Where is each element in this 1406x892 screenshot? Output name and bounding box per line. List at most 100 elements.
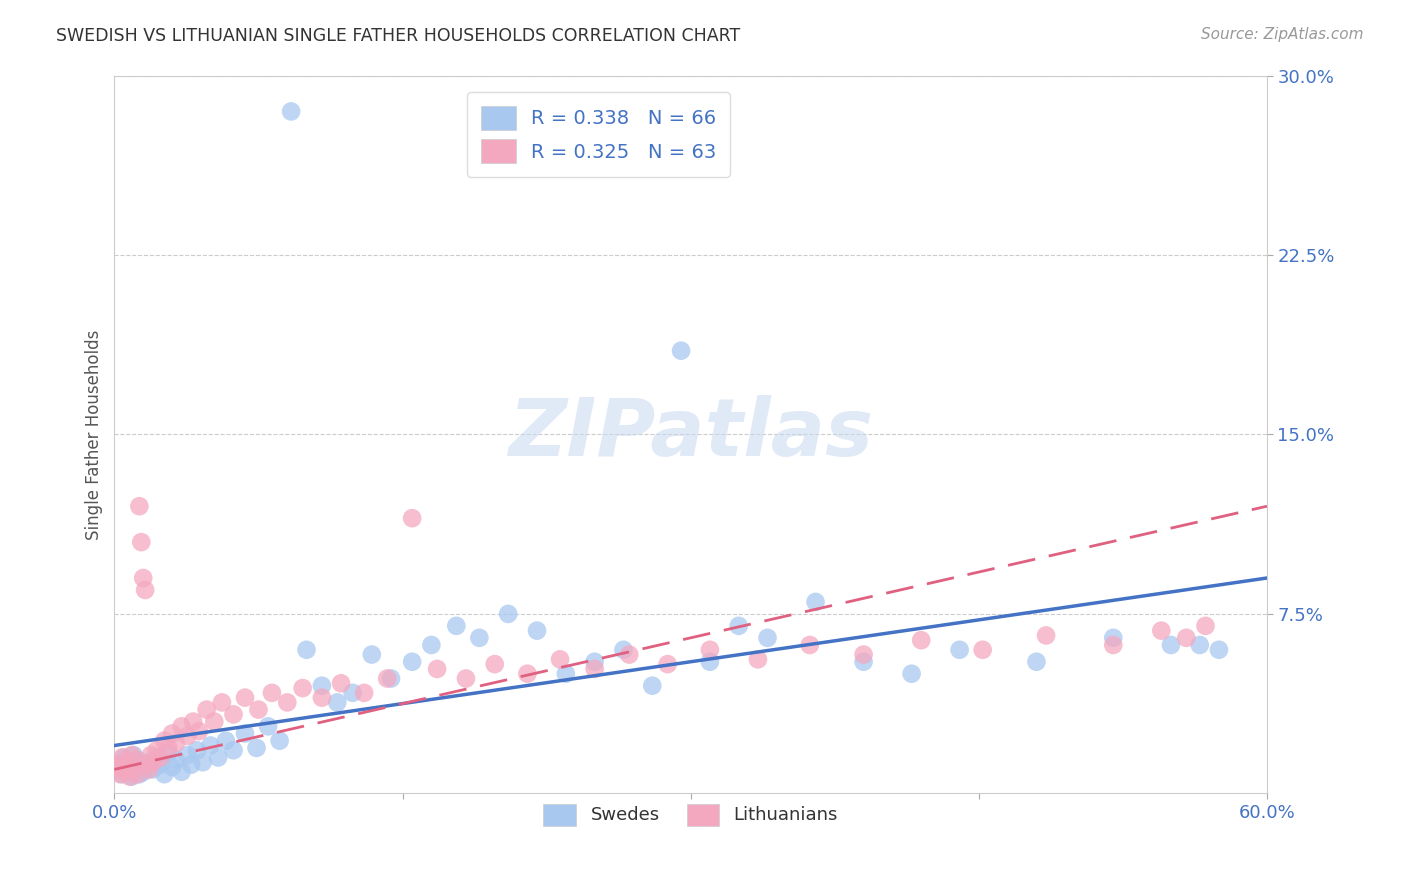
Point xyxy=(200,739,222,753)
Legend: Swedes, Lithuanians: Swedes, Lithuanians xyxy=(534,795,846,835)
Point xyxy=(583,655,606,669)
Point xyxy=(136,757,159,772)
Point xyxy=(852,648,875,662)
Point xyxy=(115,764,138,779)
Point xyxy=(145,750,167,764)
Point xyxy=(112,750,135,764)
Point xyxy=(128,767,150,781)
Point xyxy=(669,343,692,358)
Point xyxy=(1102,631,1125,645)
Point xyxy=(207,750,229,764)
Point xyxy=(157,746,180,760)
Point xyxy=(1194,619,1216,633)
Point xyxy=(128,500,150,514)
Point xyxy=(257,719,280,733)
Point xyxy=(117,760,139,774)
Text: Source: ZipAtlas.com: Source: ZipAtlas.com xyxy=(1201,27,1364,42)
Point xyxy=(554,666,576,681)
Point xyxy=(1102,638,1125,652)
Point xyxy=(165,753,187,767)
Point xyxy=(131,757,153,772)
Point xyxy=(105,763,128,777)
Point xyxy=(222,743,245,757)
Y-axis label: Single Father Households: Single Father Households xyxy=(86,329,103,540)
Point xyxy=(165,736,187,750)
Point xyxy=(852,655,875,669)
Point xyxy=(112,764,135,779)
Point xyxy=(516,666,538,681)
Point xyxy=(142,763,165,777)
Point xyxy=(131,535,153,549)
Point xyxy=(127,767,149,781)
Point xyxy=(134,582,156,597)
Point xyxy=(118,756,141,770)
Point xyxy=(280,104,302,119)
Point xyxy=(910,633,932,648)
Point xyxy=(756,631,779,645)
Point xyxy=(170,764,193,779)
Point xyxy=(727,619,749,633)
Point xyxy=(111,750,134,764)
Point xyxy=(311,690,333,705)
Point xyxy=(496,607,519,621)
Point xyxy=(121,770,143,784)
Point xyxy=(468,631,491,645)
Point xyxy=(233,726,256,740)
Point xyxy=(972,642,994,657)
Point xyxy=(1035,628,1057,642)
Point xyxy=(121,747,143,762)
Text: SWEDISH VS LITHUANIAN SINGLE FATHER HOUSEHOLDS CORRELATION CHART: SWEDISH VS LITHUANIAN SINGLE FATHER HOUS… xyxy=(56,27,741,45)
Point xyxy=(1175,631,1198,645)
Point xyxy=(1160,638,1182,652)
Point xyxy=(211,695,233,709)
Point xyxy=(138,756,160,770)
Point xyxy=(526,624,548,638)
Point xyxy=(145,743,167,757)
Point xyxy=(269,733,291,747)
Point xyxy=(245,740,267,755)
Point xyxy=(375,672,398,686)
Point xyxy=(149,750,172,764)
Point xyxy=(180,757,202,772)
Point xyxy=(108,767,131,781)
Point xyxy=(330,676,353,690)
Point xyxy=(118,770,141,784)
Point xyxy=(260,686,283,700)
Point xyxy=(153,733,176,747)
Point xyxy=(153,767,176,781)
Point xyxy=(949,642,972,657)
Point xyxy=(195,703,218,717)
Point xyxy=(641,679,664,693)
Point xyxy=(247,703,270,717)
Point xyxy=(401,655,423,669)
Point xyxy=(139,747,162,762)
Point xyxy=(291,681,314,695)
Point xyxy=(149,757,172,772)
Point xyxy=(747,652,769,666)
Point xyxy=(1150,624,1173,638)
Point xyxy=(134,760,156,774)
Point xyxy=(132,571,155,585)
Point xyxy=(699,655,721,669)
Point xyxy=(222,707,245,722)
Point xyxy=(132,764,155,779)
Point xyxy=(124,763,146,777)
Point xyxy=(170,719,193,733)
Point xyxy=(342,686,364,700)
Point xyxy=(107,757,129,772)
Point xyxy=(804,595,827,609)
Point xyxy=(187,724,209,739)
Point xyxy=(176,747,198,762)
Point xyxy=(138,763,160,777)
Point xyxy=(181,714,204,729)
Point xyxy=(619,648,641,662)
Point xyxy=(380,672,402,686)
Point xyxy=(583,662,606,676)
Point xyxy=(353,686,375,700)
Point xyxy=(191,756,214,770)
Point xyxy=(160,760,183,774)
Point xyxy=(454,672,477,686)
Point xyxy=(426,662,449,676)
Point xyxy=(276,695,298,709)
Point xyxy=(484,657,506,672)
